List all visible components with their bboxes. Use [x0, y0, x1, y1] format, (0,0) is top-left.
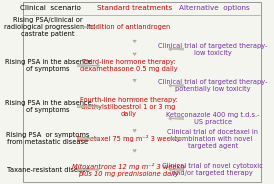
Text: Fourth-line hormone therapy:
diethylstilboestrol 1 or 3 mg
daily: Fourth-line hormone therapy: diethylstil… — [80, 97, 178, 117]
Text: Addition of antiandrogen: Addition of antiandrogen — [87, 24, 170, 30]
Text: Docetaxel 75 mg m⁻² 3 weekly: Docetaxel 75 mg m⁻² 3 weekly — [77, 135, 180, 142]
Text: Clinical trial of docetaxel in
combination with novel
targeted agent: Clinical trial of docetaxel in combinati… — [167, 129, 258, 148]
Text: Taxane-resistant disease: Taxane-resistant disease — [7, 167, 89, 173]
Text: Third-line hormone therapy:
dexamethasone 0.5 mg daily: Third-line hormone therapy: dexamethason… — [80, 59, 178, 72]
Text: Rising PSA  or symptoms
from metastatic disease: Rising PSA or symptoms from metastatic d… — [6, 132, 90, 145]
Text: Rising PSA in the absence
of symptoms: Rising PSA in the absence of symptoms — [5, 100, 92, 113]
Text: Clinical  scenario: Clinical scenario — [20, 5, 81, 11]
Text: Standard treatments: Standard treatments — [97, 5, 172, 11]
Text: Rising PSA in the absence
of symptoms: Rising PSA in the absence of symptoms — [5, 59, 92, 72]
Text: Rising PSA/clinical or
radiological progression in
castrate patient: Rising PSA/clinical or radiological prog… — [4, 17, 92, 37]
Text: Clinical trial of targeted therapy-
low toxicity: Clinical trial of targeted therapy- low … — [158, 43, 267, 56]
Text: Alternative  options: Alternative options — [179, 5, 249, 11]
Text: Clinical trial of targeted therapy-
potentially low toxicity: Clinical trial of targeted therapy- pote… — [158, 79, 267, 92]
Text: Clinical trial of novel cytotoxic
and/or targeted therapy: Clinical trial of novel cytotoxic and/or… — [162, 163, 263, 176]
Text: Ketoconazole 400 mg t.d.s.-
US practice: Ketoconazole 400 mg t.d.s.- US practice — [166, 112, 259, 125]
Text: Mitoxantrone 12 mg m⁻² 3 weekly
plus 10 mg prednisolone daily: Mitoxantrone 12 mg m⁻² 3 weekly plus 10 … — [72, 163, 186, 177]
